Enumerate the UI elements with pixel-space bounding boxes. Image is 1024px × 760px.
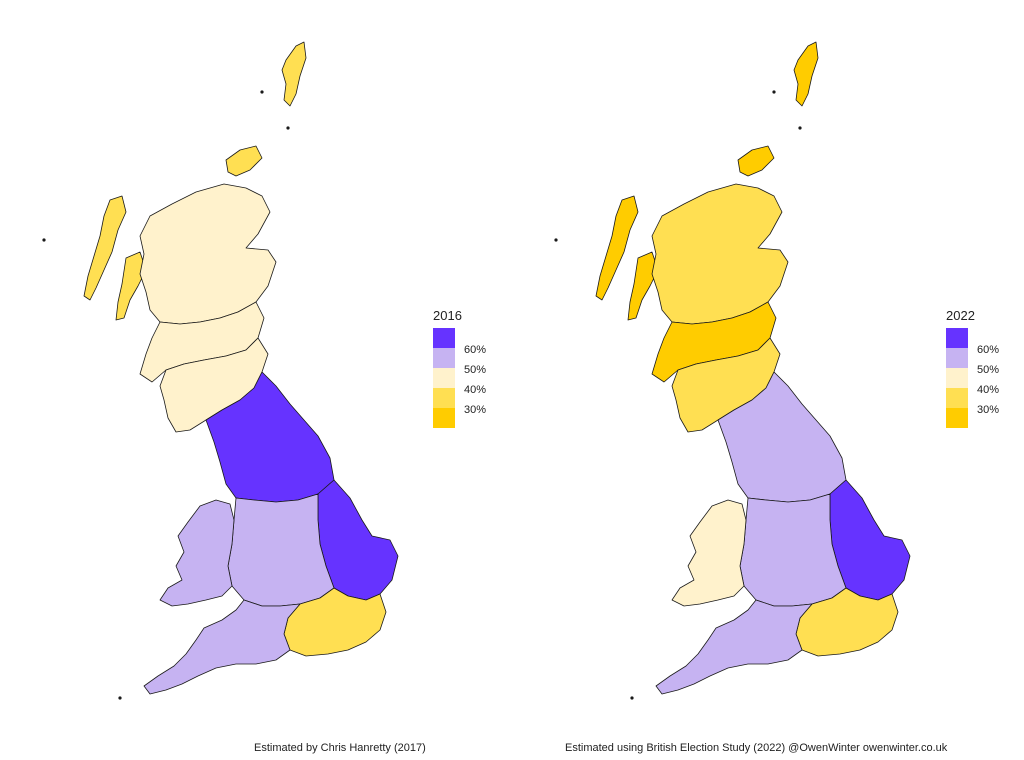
- legend-swatch-strong-remain: [433, 408, 455, 428]
- island-speck: [260, 90, 264, 94]
- gb-map-2022: [554, 41, 911, 700]
- island-speck: [42, 238, 46, 242]
- legend-tick-30: 30%: [464, 404, 487, 416]
- region-shetland: [281, 41, 307, 107]
- legend-swatch-remain: [433, 388, 455, 408]
- legend-title: 2022: [946, 308, 975, 323]
- legend-tick-40: 40%: [977, 384, 1000, 396]
- region-skye-mull: [627, 251, 659, 321]
- map-panel-2016: 2016 60% 50% 40% 30% Estimated by Chris …: [42, 41, 503, 754]
- island-speck: [118, 696, 122, 700]
- region-highlands: [651, 183, 789, 325]
- legend-swatch-leave: [433, 348, 455, 368]
- region-north-england: [205, 371, 335, 503]
- legend-swatch-balanced: [433, 368, 455, 388]
- region-shetland: [793, 41, 819, 107]
- legend-tick-60: 60%: [464, 344, 487, 356]
- legend-tick-50: 50%: [977, 364, 1000, 376]
- region-wales: [671, 499, 747, 607]
- island-speck: [630, 696, 634, 700]
- legend-tick-40: 40%: [464, 384, 487, 396]
- region-midlands: [739, 493, 847, 607]
- legend-swatch-leave: [946, 348, 968, 368]
- region-skye-mull: [115, 251, 147, 321]
- legend-2016: 2016 60% 50% 40% 30%: [433, 308, 503, 428]
- region-north-england: [717, 371, 847, 503]
- source-credit-2016: Estimated by Chris Hanretty (2017): [254, 742, 426, 754]
- gb-map-2016: [42, 41, 399, 700]
- legend-scale: 60% 50% 40% 30%: [946, 328, 1016, 428]
- region-midlands: [227, 493, 335, 607]
- legend-swatch-strong-leave: [433, 328, 455, 348]
- legend-tick-30: 30%: [977, 404, 1000, 416]
- legend-swatch-strong-leave: [946, 328, 968, 348]
- map-panel-2022: 2022 60% 50% 40% 30% Estimated using Bri…: [512, 0, 1024, 760]
- legend-title: 2016: [433, 308, 462, 323]
- legend-2022: 2022 60% 50% 40% 30%: [946, 308, 1016, 428]
- legend-scale: 60% 50% 40% 30%: [433, 328, 503, 428]
- region-south-west: [143, 599, 301, 695]
- region-south-west: [655, 599, 813, 695]
- island-speck: [798, 126, 802, 130]
- legend-swatch-balanced: [946, 368, 968, 388]
- island-speck: [554, 238, 558, 242]
- region-wales: [159, 499, 235, 607]
- legend-tick-50: 50%: [464, 364, 487, 376]
- island-speck: [286, 126, 290, 130]
- region-orkney: [737, 145, 775, 177]
- legend-swatch-strong-remain: [946, 408, 968, 428]
- legend-tick-60: 60%: [977, 344, 1000, 356]
- region-orkney: [225, 145, 263, 177]
- region-western-isles: [83, 195, 127, 301]
- island-speck: [772, 90, 776, 94]
- region-highlands: [139, 183, 277, 325]
- region-western-isles: [595, 195, 639, 301]
- legend-swatch-remain: [946, 388, 968, 408]
- source-credit-2022: Estimated using British Election Study (…: [565, 742, 948, 754]
